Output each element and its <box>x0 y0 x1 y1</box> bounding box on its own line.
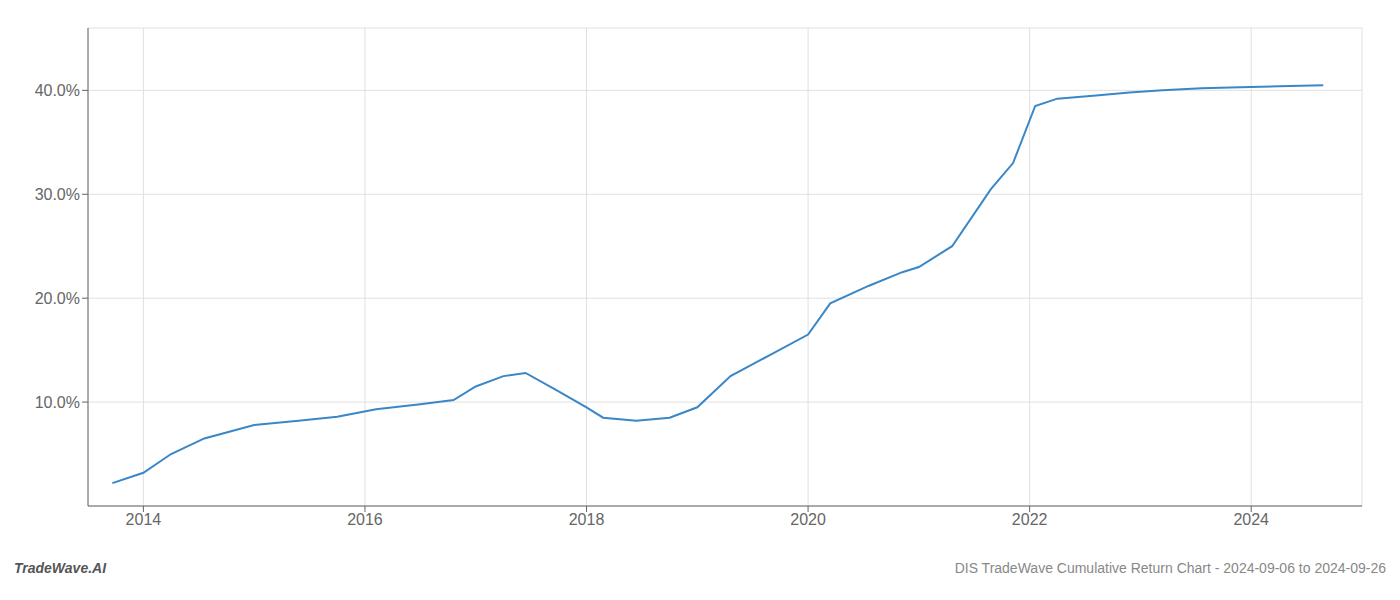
svg-text:2022: 2022 <box>1012 511 1048 528</box>
html-text:TradeWave.AI: TradeWave.AI <box>14 560 107 576</box>
svg-text:20.0%: 20.0% <box>35 290 80 307</box>
svg-text:2018: 2018 <box>569 511 605 528</box>
svg-text:2016: 2016 <box>347 511 383 528</box>
html-text:DIS TradeWave Cumulative Retur: DIS TradeWave Cumulative Return Chart - … <box>954 560 1386 576</box>
svg-text:2024: 2024 <box>1233 511 1269 528</box>
svg-text:2014: 2014 <box>126 511 162 528</box>
svg-text:10.0%: 10.0% <box>35 394 80 411</box>
svg-text:2020: 2020 <box>790 511 826 528</box>
svg-text:40.0%: 40.0% <box>35 82 80 99</box>
svg-text:30.0%: 30.0% <box>35 186 80 203</box>
